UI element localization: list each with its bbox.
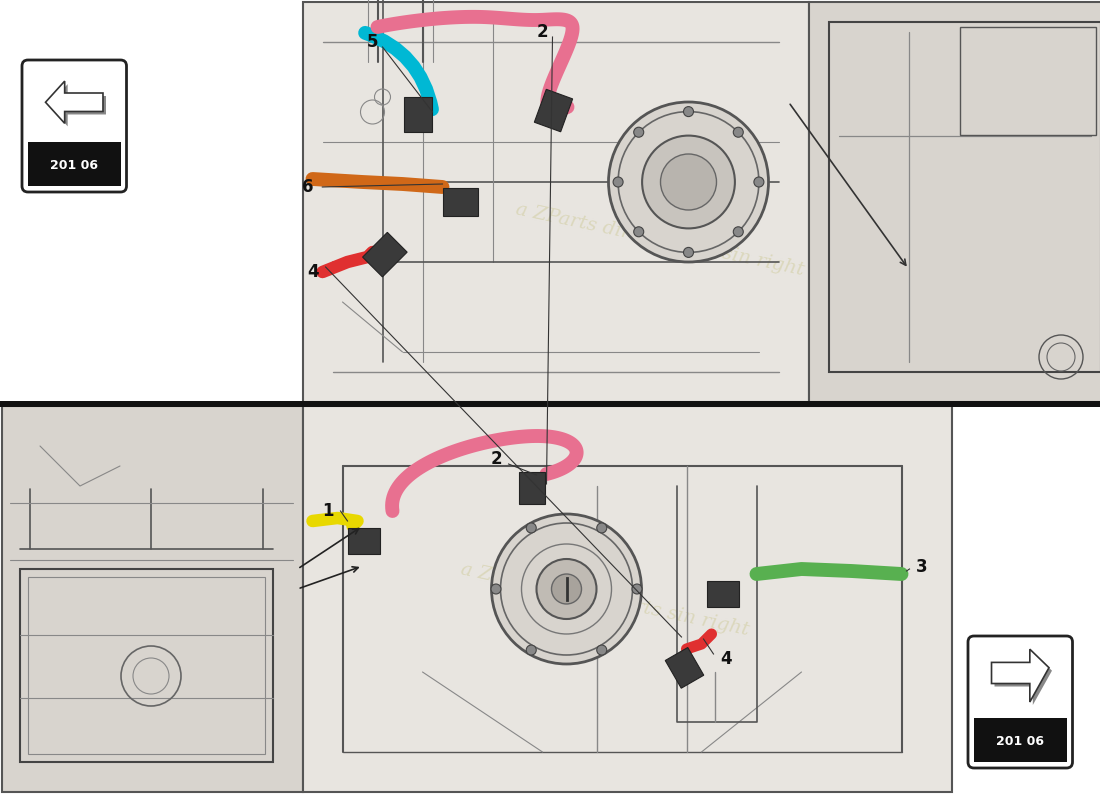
- Polygon shape: [48, 84, 106, 126]
- Text: a ZParts direct parts sin right: a ZParts direct parts sin right: [514, 201, 806, 279]
- Circle shape: [642, 135, 735, 229]
- FancyBboxPatch shape: [22, 60, 126, 192]
- Circle shape: [526, 523, 537, 533]
- Bar: [20, 569, 273, 762]
- Text: 2: 2: [537, 23, 548, 41]
- Bar: [28, 142, 121, 186]
- Circle shape: [632, 584, 642, 594]
- Circle shape: [734, 226, 744, 237]
- Polygon shape: [404, 97, 431, 132]
- Bar: [2, 406, 302, 792]
- Circle shape: [551, 574, 582, 604]
- Circle shape: [537, 559, 596, 619]
- Text: 3: 3: [915, 558, 927, 576]
- Polygon shape: [348, 528, 380, 554]
- Circle shape: [491, 584, 501, 594]
- Circle shape: [734, 127, 744, 138]
- Polygon shape: [666, 647, 704, 688]
- Bar: [959, 27, 1096, 135]
- Text: 6: 6: [302, 178, 313, 196]
- Circle shape: [634, 127, 643, 138]
- Circle shape: [613, 177, 623, 187]
- Bar: [302, 406, 952, 792]
- Text: 4: 4: [720, 650, 733, 668]
- Polygon shape: [991, 650, 1049, 702]
- Text: 4: 4: [308, 263, 319, 281]
- Polygon shape: [994, 652, 1052, 705]
- Circle shape: [596, 523, 607, 533]
- Circle shape: [492, 514, 641, 664]
- Polygon shape: [363, 232, 407, 277]
- Text: 5: 5: [366, 33, 378, 51]
- Polygon shape: [706, 581, 738, 607]
- Bar: [974, 718, 1067, 762]
- Polygon shape: [45, 81, 103, 123]
- FancyBboxPatch shape: [968, 636, 1072, 768]
- Text: 2: 2: [491, 450, 503, 468]
- Bar: [808, 2, 1100, 402]
- Text: 201 06: 201 06: [51, 159, 98, 172]
- Circle shape: [660, 154, 716, 210]
- Circle shape: [526, 645, 537, 655]
- Circle shape: [596, 645, 607, 655]
- Polygon shape: [518, 472, 544, 504]
- Circle shape: [754, 177, 763, 187]
- Polygon shape: [442, 188, 477, 216]
- Circle shape: [683, 247, 693, 258]
- Bar: [302, 2, 808, 402]
- Circle shape: [608, 102, 769, 262]
- Bar: [28, 577, 264, 754]
- Polygon shape: [535, 90, 573, 132]
- Circle shape: [634, 226, 643, 237]
- Text: 1: 1: [321, 502, 333, 520]
- Circle shape: [683, 106, 693, 117]
- Bar: [0, 401, 1100, 407]
- Text: a ZParts direct parts sin right: a ZParts direct parts sin right: [459, 561, 751, 639]
- Text: 201 06: 201 06: [997, 735, 1044, 749]
